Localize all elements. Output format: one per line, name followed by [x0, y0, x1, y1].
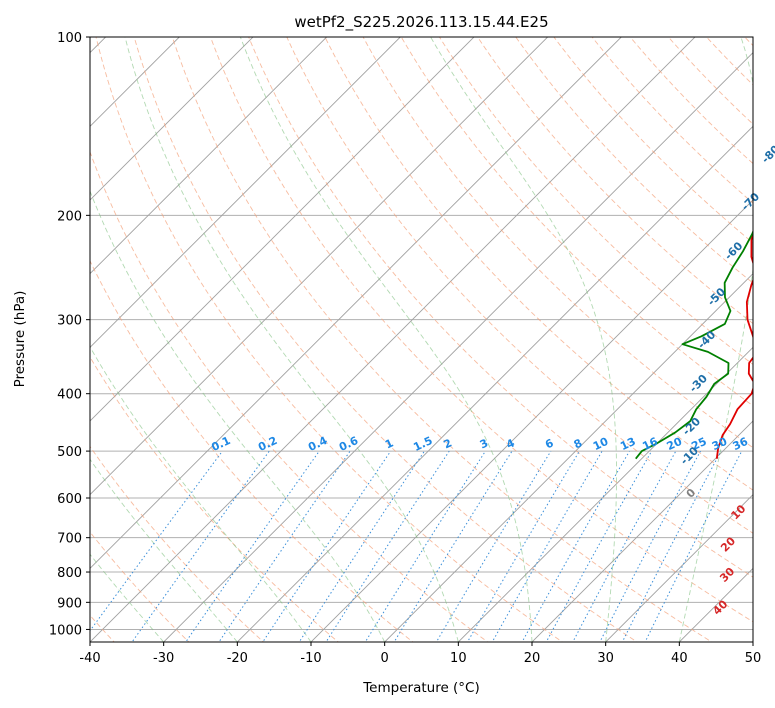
mixing-ratio-line [572, 450, 677, 642]
isotherm-line [90, 37, 254, 201]
y-tick-label: 300 [57, 314, 82, 329]
mixing-ratio-line [599, 450, 701, 642]
mixing-ratio-label: 10 [591, 435, 611, 453]
moist-adiabat-line [239, 37, 533, 642]
isotherm-line [90, 37, 475, 422]
mixing-ratio-line [298, 450, 425, 642]
x-tick-label: 40 [671, 651, 688, 666]
dry-adiabat-line [90, 531, 190, 642]
isotherm-line [531, 420, 753, 642]
mixing-ratio-line [435, 450, 552, 642]
dry-adiabat-line [438, 37, 753, 365]
isotherm-line [90, 37, 696, 642]
y-tick-label: 800 [57, 566, 82, 581]
dry-adiabat-line [286, 37, 753, 534]
profile-layer [635, 229, 753, 460]
mixing-ratio-line [491, 450, 603, 642]
mixing-ratio-label: 20 [665, 435, 685, 453]
y-tick-label: 200 [57, 209, 82, 224]
dry-adiabat-line [95, 37, 564, 642]
mixing-ratio-label: 16 [640, 435, 660, 453]
y-tick-label: 1000 [49, 623, 82, 638]
y-axis-label: Pressure (hPa) [12, 291, 28, 388]
isotherm-line [457, 346, 753, 642]
grid-layer [90, 37, 753, 642]
x-tick-label: 10 [450, 651, 467, 666]
moist-adiabat-line [678, 37, 753, 642]
mixing-ratio-line [218, 450, 351, 642]
dry-adiabat-line [515, 37, 753, 284]
dry-adiabat-line [553, 37, 753, 244]
mixing-ratio-line [131, 450, 270, 642]
mixing-ratio-line [521, 450, 630, 642]
dewpoint-profile-line [635, 229, 753, 460]
dry-adiabat-line [591, 37, 753, 204]
isotherm-line [605, 494, 753, 642]
temperature-profile-line [715, 229, 753, 459]
x-axis-label: Temperature (°C) [362, 680, 480, 696]
x-tick-label: 50 [745, 651, 762, 666]
dry-adiabat-line [133, 37, 638, 642]
isotherm-line [90, 37, 328, 275]
chart-title: wetPf2_S225.2026.113.15.44.E25 [294, 13, 548, 32]
x-tick-label: -20 [227, 651, 248, 666]
isotherm-line [163, 52, 753, 642]
x-tick-label: -30 [153, 651, 174, 666]
x-tick-label: 30 [597, 651, 614, 666]
moist-adiabat-line [90, 345, 312, 642]
dry-adiabat-line [90, 445, 265, 642]
y-tick-label: 100 [57, 31, 82, 46]
x-tick-label: -10 [300, 651, 321, 666]
mixing-ratio-line [466, 450, 580, 642]
mixing-ratio-label: 30 [710, 435, 730, 453]
mixing-ratio-line [262, 450, 392, 642]
axis-ticks: -40 -30 -20 -10 0 10 20 30 40 50 100 200 300 400 500 60… [49, 31, 761, 666]
isotherm-line [90, 37, 401, 348]
isotherm-line [310, 199, 753, 642]
dry-adiabat-line [400, 37, 753, 407]
y-tick-label: 400 [57, 388, 82, 403]
y-tick-label: 600 [57, 492, 82, 507]
mixing-ratio-label: 25 [689, 435, 708, 453]
mixing-ratio-line [364, 450, 486, 642]
isotherm-line [90, 37, 622, 569]
plot-frame [89, 36, 754, 643]
mixing-ratio-line [325, 450, 450, 642]
y-tick-label: 900 [57, 596, 82, 611]
y-tick-label: 500 [57, 445, 82, 460]
mixing-ratio-line [90, 450, 223, 632]
moist-adiabat-line [124, 37, 459, 642]
mixing-ratio-label: 13 [618, 435, 637, 453]
moist-adiabat-line [90, 458, 238, 642]
moist-adiabat-line [430, 37, 617, 642]
mixing-ratio-label: 36 [731, 435, 751, 453]
dry-adiabat-line [629, 37, 753, 165]
isotherm-line [90, 37, 180, 127]
mixing-ratio-line [545, 450, 653, 642]
dry-adiabat-line [90, 150, 489, 642]
isotherm-line [236, 125, 753, 642]
mixing-ratio-line [393, 450, 513, 642]
isotherm-line [90, 37, 549, 496]
dry-adiabat-line [324, 37, 753, 491]
dry-adiabat-line [248, 37, 753, 578]
x-tick-label: 0 [381, 651, 389, 666]
isotherm-line [384, 273, 753, 642]
y-tick-label: 700 [57, 532, 82, 547]
x-tick-label: 20 [524, 651, 541, 666]
x-tick-label: -40 [79, 651, 100, 666]
moist-adiabat-line [90, 189, 386, 642]
